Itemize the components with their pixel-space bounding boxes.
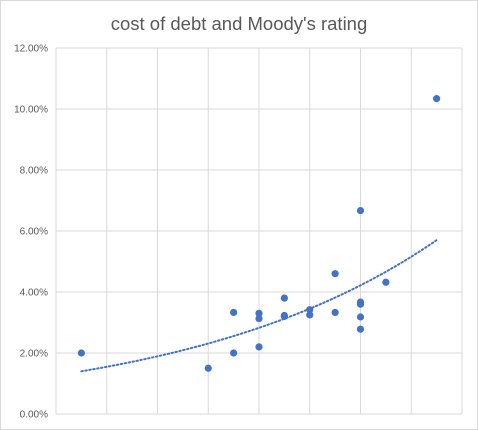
data-point <box>204 364 212 372</box>
data-point <box>331 270 339 278</box>
y-tick-label: 4.00% <box>20 288 48 299</box>
y-tick-label: 2.00% <box>20 349 48 360</box>
y-tick-label: 8.00% <box>20 166 48 177</box>
y-tick-label: 12.00% <box>14 44 48 55</box>
data-point <box>382 278 390 286</box>
y-tick-label: 6.00% <box>20 227 48 238</box>
data-point <box>255 309 263 317</box>
data-point <box>433 95 441 103</box>
y-tick-label: 10.00% <box>14 105 48 116</box>
data-point <box>356 313 365 321</box>
data-point <box>230 308 238 317</box>
y-tick-label: 0.00% <box>20 410 48 421</box>
y-axis-tick-labels: 0.00% 2.00% 4.00% 6.00% 8.00% 10.00% 12.00% <box>14 44 48 421</box>
data-point <box>306 306 314 314</box>
trendline-path <box>80 239 438 373</box>
data-point <box>280 312 288 320</box>
data-point <box>230 349 238 357</box>
data-point <box>77 349 85 357</box>
data-point <box>356 206 365 215</box>
chart-title: cost of debt and Moody's rating <box>110 13 368 34</box>
data-point <box>331 308 339 317</box>
data-points <box>77 95 441 372</box>
data-point <box>255 343 263 351</box>
data-point <box>255 314 263 323</box>
gridlines <box>55 47 463 415</box>
data-point <box>306 311 314 319</box>
data-point <box>356 325 365 333</box>
data-point <box>356 300 365 308</box>
data-point <box>280 294 288 302</box>
trendline <box>80 239 438 373</box>
